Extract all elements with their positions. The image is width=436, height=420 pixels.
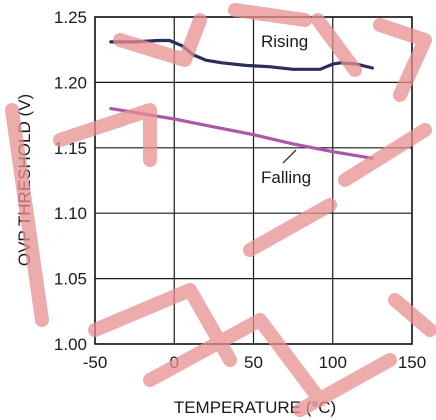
x-tick-label: 100: [319, 353, 347, 372]
watermark-stroke-5: [311, 13, 362, 77]
y-tick-label: 1.25: [54, 8, 87, 27]
series-label-rising: Rising: [261, 32, 308, 51]
y-tick-labels: 1.001.051.101.151.201.25: [54, 8, 87, 354]
y-tick-label: 1.05: [54, 270, 87, 289]
y-tick-label: 1.10: [54, 204, 87, 223]
series-callout-falling: [282, 149, 297, 164]
watermark-stroke-6: [373, 18, 432, 102]
watermark-stroke-10: [338, 123, 432, 187]
watermark-stroke-11: [293, 353, 397, 417]
y-tick-label: 1.20: [54, 73, 87, 92]
watermark-overlay: [5, 3, 436, 417]
watermark-stroke-1: [5, 103, 49, 327]
watermark-stroke-4: [228, 3, 312, 27]
series-label-falling: Falling: [261, 168, 311, 187]
watermark-stroke-12: [388, 293, 436, 337]
watermark-stroke-3: [113, 13, 207, 67]
x-tick-label: 50: [244, 353, 263, 372]
watermark-stroke-9: [243, 198, 337, 257]
watermark-stroke-8: [143, 313, 327, 407]
y-tick-label: 1.00: [54, 335, 87, 354]
series-line-rising: [109, 38, 374, 71]
x-tick-label: 150: [398, 353, 426, 372]
watermark-stroke-2: [53, 103, 157, 167]
x-tick-label: -50: [83, 353, 108, 372]
